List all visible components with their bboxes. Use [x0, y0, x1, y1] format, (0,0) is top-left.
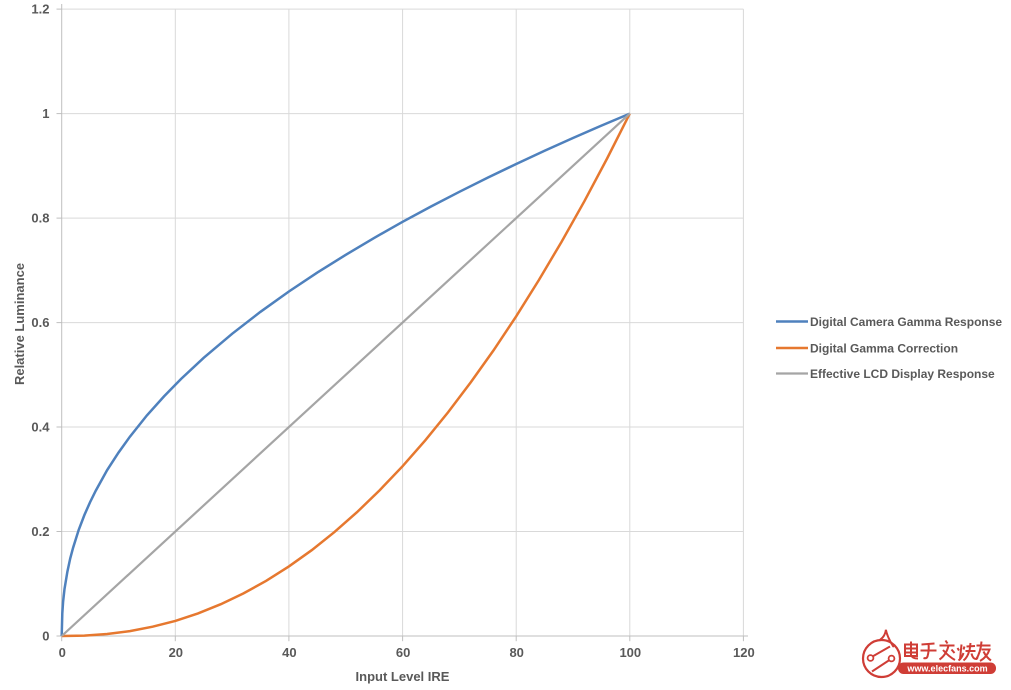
svg-text:1: 1	[42, 106, 49, 121]
svg-text:120: 120	[733, 645, 755, 660]
svg-text:www.elecfans.com: www.elecfans.com	[906, 664, 987, 674]
svg-text:60: 60	[396, 645, 410, 660]
svg-text:80: 80	[509, 645, 523, 660]
svg-text:0: 0	[59, 645, 66, 660]
svg-text:0: 0	[42, 629, 49, 644]
svg-text:0.8: 0.8	[31, 211, 49, 226]
svg-text:0.6: 0.6	[31, 315, 49, 330]
svg-text:Relative Luminance: Relative Luminance	[12, 263, 27, 385]
svg-text:Effective LCD Display Response: Effective LCD Display Response	[810, 367, 995, 381]
svg-text:Digital Gamma Correction: Digital Gamma Correction	[810, 342, 958, 356]
svg-text:0.4: 0.4	[31, 420, 50, 435]
svg-text:40: 40	[282, 645, 296, 660]
svg-text:1.2: 1.2	[31, 2, 49, 17]
svg-text:0.2: 0.2	[31, 524, 49, 539]
svg-text:100: 100	[619, 645, 641, 660]
svg-text:20: 20	[169, 645, 183, 660]
svg-text:Input Level IRE: Input Level IRE	[356, 669, 450, 684]
svg-text:Digital Camera Gamma Response: Digital Camera Gamma Response	[810, 315, 1002, 329]
